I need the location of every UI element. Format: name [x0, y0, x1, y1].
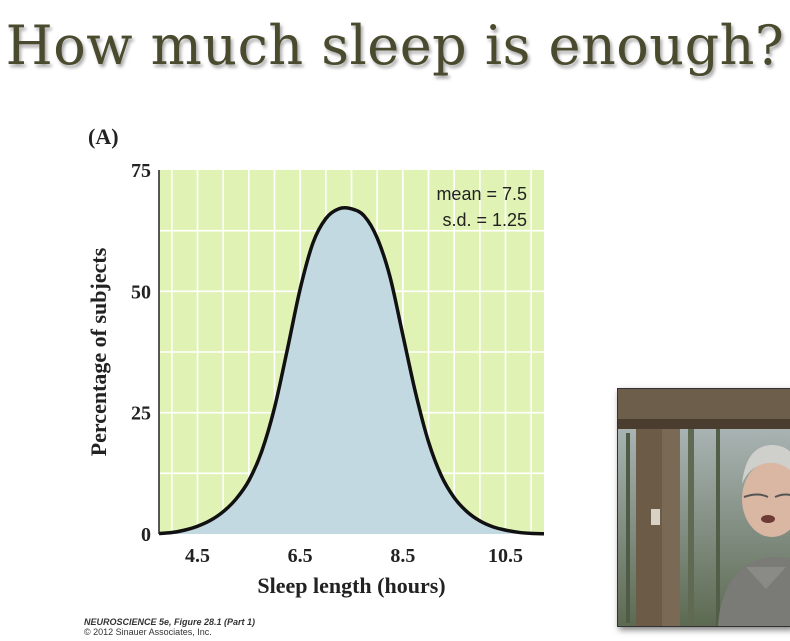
x-tick-label-0: 4.5	[185, 545, 210, 567]
x-tick-label-2: 8.5	[390, 545, 415, 567]
x-tick-labels: 4.5 6.5 8.5 10.5	[185, 545, 523, 567]
y-tick-label-0: 0	[141, 524, 151, 546]
distribution-area	[159, 207, 544, 534]
credit-source: NEUROSCIENCE 5e, Figure 28.1 (Part 1)	[84, 617, 256, 627]
distribution-curve	[158, 206, 545, 536]
panel-label: (A)	[88, 124, 119, 149]
presenter-webcam-image	[618, 389, 790, 626]
y-tick-label-2: 50	[131, 281, 151, 303]
y-tick-label-1: 25	[131, 403, 151, 425]
y-tick-label-3: 75	[131, 160, 151, 182]
slide-title: How much sleep is enough?	[5, 14, 785, 77]
y-tick-labels: 0 25 50 75	[131, 160, 151, 546]
figure-credit: NEUROSCIENCE 5e, Figure 28.1 (Part 1) © …	[84, 617, 255, 637]
y-axis-label: Percentage of subjects	[86, 247, 111, 456]
mean-annotation: mean = 7.5	[436, 184, 527, 204]
webcam-video	[617, 388, 790, 627]
credit-copyright: © 2012 Sinauer Associates, Inc.	[84, 627, 212, 637]
x-tick-label-1: 6.5	[288, 545, 313, 567]
x-axis-label: Sleep length (hours)	[257, 573, 445, 598]
sd-annotation: s.d. = 1.25	[442, 210, 527, 230]
x-tick-label-3: 10.5	[488, 545, 523, 567]
